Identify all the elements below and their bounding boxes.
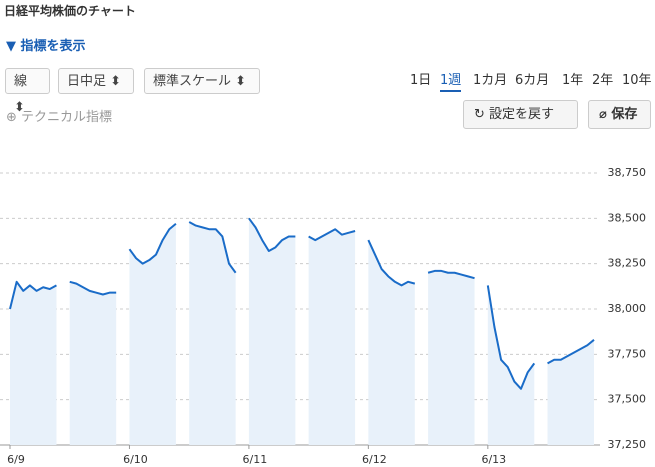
technical-text: テクニカル指標 (21, 110, 113, 125)
price-line (9, 280, 57, 310)
select[interactable]: 線 ⬍ (5, 68, 50, 115)
save-button[interactable]: ⌀ 保存 (588, 100, 651, 129)
period-tab[interactable]: 1年 (562, 73, 584, 88)
y-tick-label: 37,500 (608, 393, 647, 406)
technical-link[interactable]: ⊕ テクニカル指標 (6, 110, 113, 125)
x-tick-label: 6/13 (481, 453, 506, 466)
area-fill (308, 229, 356, 445)
period-tab[interactable]: 1カ月 (473, 73, 508, 88)
area-fill (248, 218, 296, 445)
y-tick-label: 38,000 (608, 302, 647, 315)
button-text: 設定を戻す (489, 107, 555, 122)
y-tick-label: 38,750 (608, 166, 647, 179)
y-tick-label: 38,250 (608, 257, 647, 270)
select-text: 線 (14, 74, 28, 89)
select-text: 日中足 (67, 74, 107, 89)
chart: 37,250 37,500 37,750 38,000 38,250 38,500 38,7… (0, 166, 647, 466)
x-tick-label: 6/9 (7, 453, 25, 466)
price-line (486, 285, 536, 390)
period-tab[interactable]: 1週 (440, 69, 462, 92)
area-fill (10, 281, 57, 445)
select[interactable]: 日中足 ⬍ (58, 68, 134, 94)
price-line (547, 339, 595, 365)
indicator-toggle[interactable]: ▼ 指標を表示 (6, 35, 86, 54)
y-tick-label: 37,750 (608, 347, 647, 360)
x-tick-label: 6/10 (123, 453, 148, 466)
area-fill (428, 270, 475, 445)
price-line (427, 269, 475, 280)
period-tab[interactable]: 1日 (410, 73, 432, 88)
price-line (367, 239, 416, 287)
title: 日経平均株価のチャート (4, 4, 136, 18)
price-line (69, 280, 117, 296)
area-fill (547, 339, 594, 445)
select[interactable]: 標準スケール ⬍ (144, 68, 260, 94)
period-tab[interactable]: 6カ月 (515, 73, 550, 88)
period-tab[interactable]: 10年 (622, 73, 652, 88)
y-tick-label: 37,250 (608, 438, 647, 451)
caret: ▼ (6, 39, 21, 54)
price-line (188, 221, 237, 274)
x-tick-label: 6/12 (362, 453, 387, 466)
toggle-text: 指標を表示 (20, 39, 86, 54)
area-fill (487, 285, 535, 445)
area-fill (368, 240, 415, 445)
price-line (248, 217, 296, 252)
price-line (308, 228, 356, 242)
reset-button[interactable]: ↻ 設定を戻す (463, 100, 578, 129)
select-text: 標準スケール (153, 74, 232, 89)
price-line (128, 222, 177, 265)
period-tab[interactable]: 2年 (592, 73, 614, 88)
area-fill (129, 223, 176, 445)
area-fill (189, 221, 236, 445)
button-text: 保存 (611, 107, 638, 122)
area-fill (69, 281, 117, 445)
x-tick-label: 6/11 (243, 453, 268, 466)
y-tick-label: 38,500 (608, 211, 647, 224)
